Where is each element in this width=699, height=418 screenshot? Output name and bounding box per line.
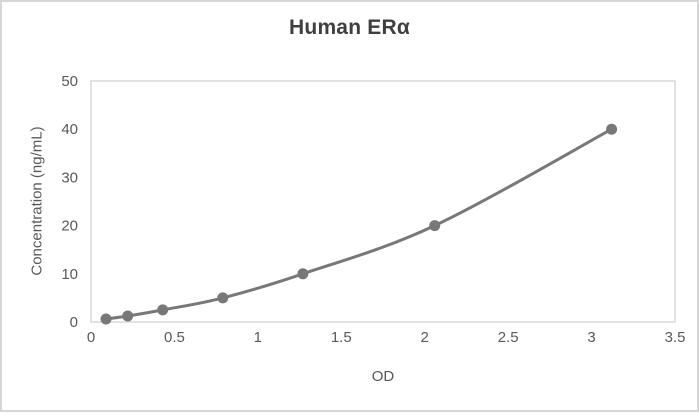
y-tick-label: 10 — [61, 266, 78, 283]
data-point-marker — [122, 310, 134, 322]
data-point-marker — [606, 123, 618, 135]
x-tick-label: 0.5 — [164, 329, 185, 346]
x-tick-label: 1.5 — [331, 329, 352, 346]
plot-area: 0 10 20 30 40 50 0 0.5 1 1.5 2 2.5 3 3.5 — [61, 73, 686, 346]
y-tick-label: 20 — [61, 218, 78, 235]
y-tick-label: 30 — [61, 169, 78, 186]
x-tick-label: 1 — [254, 329, 262, 346]
data-point-marker — [100, 313, 112, 325]
data-point-marker — [157, 304, 169, 316]
x-tick-label: 3.5 — [665, 329, 686, 346]
chart-title: Human ERα — [289, 16, 410, 39]
x-axis-title: OD — [371, 368, 395, 385]
y-tick-label: 40 — [61, 121, 78, 138]
y-tick-label: 50 — [61, 73, 78, 90]
x-tick-label: 0 — [87, 329, 95, 346]
data-point-marker — [297, 268, 309, 280]
data-point-marker — [217, 292, 229, 304]
x-tick-label: 2 — [421, 329, 429, 346]
data-point-marker — [429, 220, 441, 232]
x-tick-label: 3 — [587, 329, 595, 346]
series-line — [104, 127, 614, 321]
y-tick-label: 0 — [70, 314, 78, 331]
plot-border — [90, 80, 676, 323]
x-tick-label: 2.5 — [498, 329, 519, 346]
